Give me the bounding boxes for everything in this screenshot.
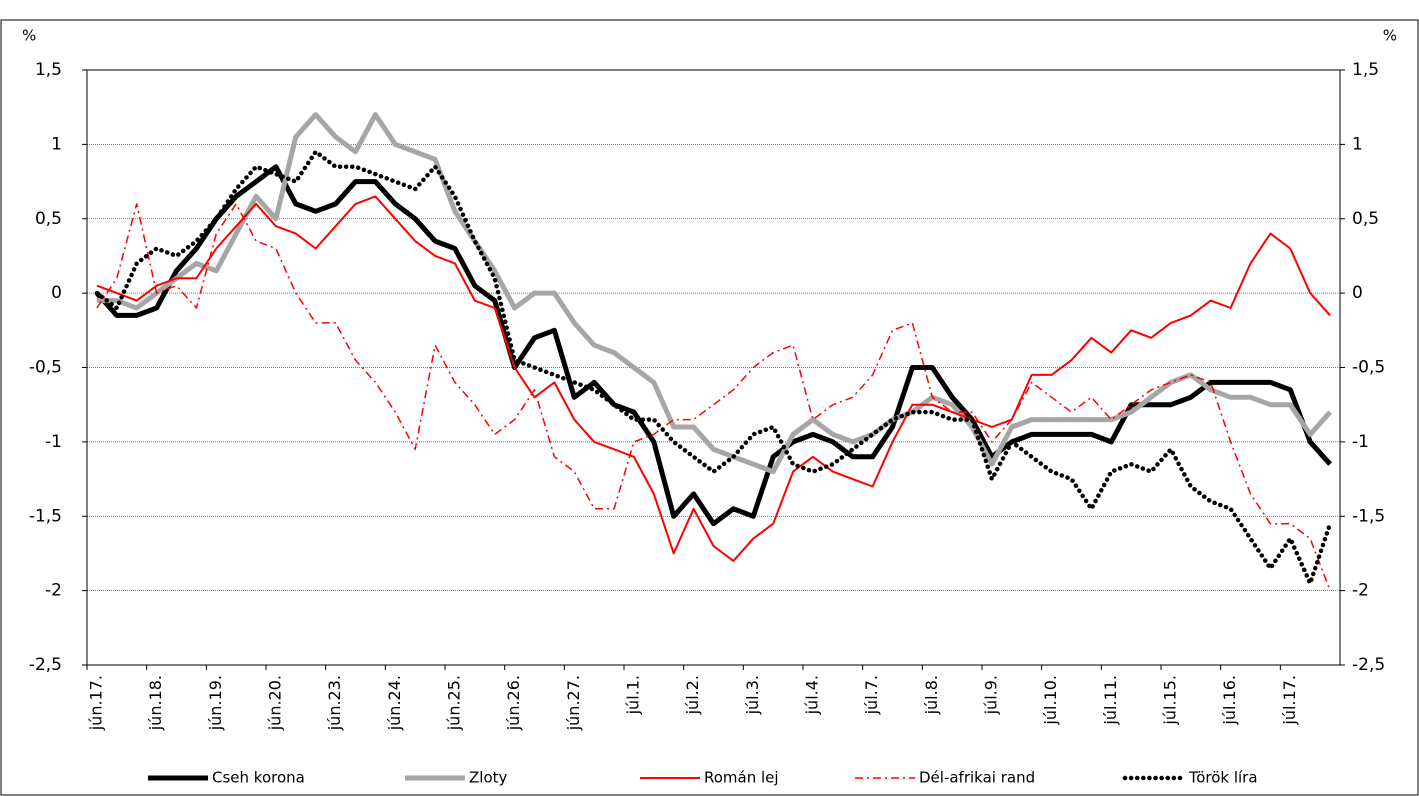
x-tick-label: júl.15. [1160, 675, 1179, 726]
x-tick-label: júl.16. [1220, 675, 1239, 726]
y-tick-label: 1,5 [35, 60, 62, 80]
y-tick-label: 1 [51, 134, 62, 154]
series-line [94, 149, 1333, 586]
legend-label: Cseh korona [212, 769, 305, 787]
x-tick-label: júl.1. [623, 675, 642, 715]
x-tick-label: jún.19. [206, 675, 225, 731]
x-tick-label: jún.27. [564, 675, 583, 731]
y2-tick-label: 0,5 [1352, 209, 1379, 229]
x-tick-label: jún.25. [444, 675, 463, 731]
y-tick-label: 0 [51, 283, 62, 303]
y2-tick-label: -1,5 [1352, 506, 1385, 526]
x-tick-label: júl.3. [743, 675, 762, 715]
plot-area [86, 69, 1341, 666]
x-tick-label: júl.2. [683, 675, 702, 715]
x-tick-label: júl.9. [981, 675, 1000, 715]
y-tick-label: -1 [45, 432, 62, 452]
legend-label: Román lej [704, 769, 779, 787]
y2-tick-label: 1 [1352, 134, 1363, 154]
y-tick-label: -2,5 [29, 655, 62, 675]
x-tick-label: júl.7. [862, 675, 881, 715]
x-tick-label: jún.26. [504, 675, 523, 731]
legend-label: Dél-afrikai rand [919, 769, 1035, 787]
x-tick-label: jún.24. [385, 675, 404, 731]
y2-tick-label: -0,5 [1352, 358, 1385, 378]
frame [0, 19, 1419, 796]
y-tick-label: -2 [45, 581, 62, 601]
y-tick-label: -1,5 [29, 506, 62, 526]
y2-axis-label: % [1383, 27, 1397, 45]
x-tick-label: júl.4. [802, 675, 821, 715]
y-axis-label: % [22, 27, 36, 45]
y2-tick-label: -2,5 [1352, 655, 1385, 675]
series-line [96, 195, 1331, 562]
x-tick-label: júl.11. [1101, 675, 1120, 726]
y2-tick-label: 0 [1352, 283, 1363, 303]
y2-tick-label: -1 [1352, 432, 1369, 452]
x-tick-label: jún.20. [265, 675, 284, 731]
x-tick-label: jún.23. [325, 675, 344, 731]
y-tick-label: -0,5 [29, 358, 62, 378]
legend-label: Zloty [469, 769, 508, 787]
legend-label: Török líra [1188, 769, 1258, 787]
x-tick-label: júl.17. [1280, 675, 1299, 726]
x-tick-label: jún.18. [146, 675, 165, 731]
x-tick-label: júl.8. [922, 675, 941, 715]
y2-tick-label: 1,5 [1352, 60, 1379, 80]
x-tick-label: júl.10. [1041, 675, 1060, 726]
series-line [96, 112, 1332, 475]
y2-tick-label: -2 [1352, 581, 1369, 601]
y-tick-label: 0,5 [35, 209, 62, 229]
x-tick-label: jún.17. [86, 675, 105, 731]
series-line [96, 203, 1331, 591]
